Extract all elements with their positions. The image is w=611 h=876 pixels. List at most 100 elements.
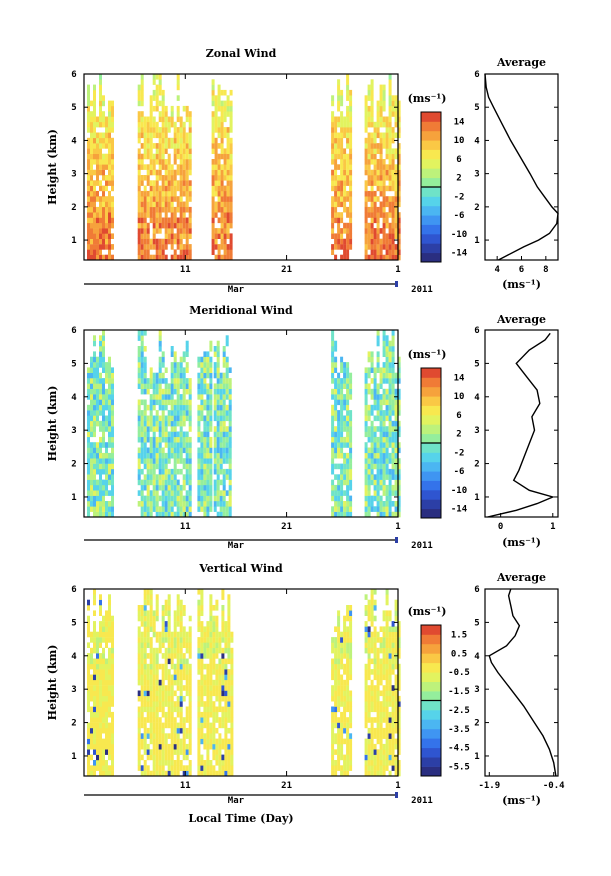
heat-cell: [99, 760, 102, 766]
heat-cell: [394, 631, 398, 638]
heat-cell: [343, 399, 347, 406]
heat-cell: [111, 754, 114, 761]
heat-cell: [376, 148, 380, 154]
heat-cell: [397, 111, 401, 117]
heat-cell: [170, 706, 174, 713]
heat-cell: [215, 685, 219, 691]
heat-cell: [373, 637, 377, 643]
heat-cell: [334, 153, 338, 160]
y-tick-label: 3: [71, 426, 76, 436]
heat-cell: [93, 206, 96, 213]
colorbar-bin: [421, 662, 441, 673]
heat-cell: [140, 372, 144, 379]
heat-cell: [149, 148, 153, 154]
profile-frame: [484, 329, 559, 518]
heat-cell: [161, 388, 165, 395]
heat-cell: [230, 706, 234, 713]
heat-cell: [111, 468, 114, 475]
heat-cell: [197, 394, 201, 400]
heat-cell: [161, 244, 165, 250]
heat-cell: [102, 175, 105, 181]
heat-cell: [337, 621, 341, 627]
heat-cell: [226, 206, 230, 213]
heat-cell: [370, 594, 374, 600]
heat-cell: [215, 621, 219, 627]
heat-cell: [143, 127, 147, 133]
heat-cell: [346, 685, 350, 691]
heat-cell: [364, 674, 368, 681]
heat-cell: [161, 164, 165, 170]
heat-cell: [188, 436, 192, 443]
heat-cell: [367, 458, 371, 464]
heat-cell: [343, 770, 347, 777]
heat-cell: [385, 626, 389, 632]
heat-cell: [167, 653, 171, 659]
heat-cell: [230, 743, 234, 750]
heat-cell: [394, 463, 398, 470]
heat-cell: [108, 362, 111, 368]
heat-cell: [161, 495, 165, 502]
heat-cell: [334, 169, 338, 176]
heat-cell: [209, 458, 213, 464]
heat-cell: [93, 356, 96, 363]
heat-cell: [364, 431, 368, 438]
heat-cell: [188, 674, 192, 681]
heat-cell: [167, 431, 171, 438]
heat-cell: [364, 760, 368, 766]
heat-cell: [388, 148, 392, 154]
heat-cell: [99, 137, 102, 144]
heat-cell: [90, 378, 93, 384]
heat-cell: [149, 458, 153, 464]
heat-cell: [143, 217, 147, 224]
heat-cell: [343, 238, 347, 245]
heat-cell: [373, 217, 377, 224]
heat-cell: [209, 653, 213, 659]
heat-cell: [93, 717, 96, 723]
heat-cell: [164, 754, 168, 761]
colorbar-bin: [421, 452, 441, 463]
colorbar-bin: [421, 443, 441, 453]
heat-cell: [90, 431, 93, 438]
heat-cell: [228, 420, 232, 427]
colorbar-bin: [421, 691, 441, 701]
heat-cell: [376, 484, 380, 491]
heat-cell: [111, 722, 114, 729]
heat-cell: [93, 765, 96, 771]
heat-cell: [105, 626, 108, 632]
heat-cell: [217, 175, 221, 181]
heat-cell: [373, 190, 377, 197]
heat-cell: [337, 116, 341, 123]
heat-cell: [185, 490, 189, 496]
heat-cell: [93, 148, 96, 154]
heat-cell: [155, 599, 159, 606]
heat-cell: [230, 690, 234, 697]
heat-cell: [222, 351, 226, 357]
heat-cell: [212, 727, 216, 734]
heat-cell: [155, 100, 159, 107]
heat-cell: [203, 463, 207, 470]
heat-cell: [370, 249, 374, 255]
heat-cell: [209, 679, 213, 686]
heat-cell: [137, 383, 141, 389]
heat-cell: [93, 589, 96, 595]
heat-cell: [102, 169, 105, 176]
heat-cell: [179, 132, 183, 139]
heat-cell: [212, 631, 216, 638]
heat-cell: [93, 222, 96, 229]
heat-cell: [397, 175, 401, 181]
heat-cell: [364, 738, 368, 745]
heat-cell: [137, 727, 141, 734]
heat-cell: [164, 506, 168, 512]
heat-cell: [182, 436, 186, 443]
heat-cell: [229, 212, 233, 218]
heat-cell: [182, 765, 186, 771]
heat-cell: [149, 442, 153, 448]
heat-cell: [185, 249, 189, 255]
heat-cell: [343, 474, 347, 480]
heat-cell: [373, 436, 377, 443]
heat-cell: [155, 631, 159, 638]
heat-cell: [397, 233, 401, 239]
heat-cell: [200, 442, 204, 448]
heat-cell: [203, 631, 207, 638]
heat-cell: [394, 169, 398, 176]
